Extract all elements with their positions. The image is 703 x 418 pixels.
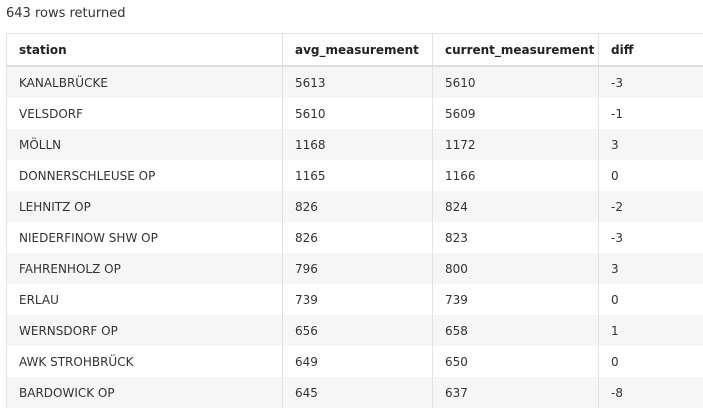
table-row: AWK STROHBRÜCK 649 650 0: [6, 346, 703, 377]
cell-diff: -3: [598, 222, 703, 253]
cell-diff: 0: [598, 346, 703, 377]
cell-avg-measurement: 1165: [282, 160, 433, 191]
cell-avg-measurement: 796: [282, 253, 433, 284]
cell-avg-measurement: 826: [282, 222, 433, 253]
cell-station: BARDOWICK OP: [6, 377, 283, 408]
cell-current-measurement: 658: [432, 315, 599, 346]
cell-station: KANALBRÜCKE: [6, 66, 283, 98]
column-header-avg-measurement[interactable]: avg_measurement: [282, 33, 433, 67]
cell-current-measurement: 5610: [432, 66, 599, 98]
cell-station: LEHNITZ OP: [6, 191, 283, 222]
cell-current-measurement: 5609: [432, 98, 599, 129]
table-header: station avg_measurement current_measuremen…: [6, 33, 703, 67]
cell-station: AWK STROHBRÜCK: [6, 346, 283, 377]
cell-station: MÖLLN: [6, 129, 283, 160]
cell-station: ERLAU: [6, 284, 283, 315]
table-row: KANALBRÜCKE 5613 5610 -3: [6, 66, 703, 98]
cell-avg-measurement: 645: [282, 377, 433, 408]
cell-avg-measurement: 739: [282, 284, 433, 315]
cell-diff: 3: [598, 253, 703, 284]
cell-diff: -3: [598, 66, 703, 98]
results-table: station avg_measurement current_measuremen…: [6, 33, 703, 408]
cell-diff: 0: [598, 284, 703, 315]
cell-station: FAHRENHOLZ OP: [6, 253, 283, 284]
cell-avg-measurement: 5613: [282, 66, 433, 98]
cell-diff: 0: [598, 160, 703, 191]
cell-current-measurement: 824: [432, 191, 599, 222]
cell-station: WERNSDORF OP: [6, 315, 283, 346]
cell-current-measurement: 823: [432, 222, 599, 253]
cell-avg-measurement: 1168: [282, 129, 433, 160]
cell-avg-measurement: 5610: [282, 98, 433, 129]
table-row: DONNERSCHLEUSE OP 1165 1166 0: [6, 160, 703, 191]
column-header-station[interactable]: station: [6, 33, 283, 67]
cell-station: NIEDERFINOW SHW OP: [6, 222, 283, 253]
table-row: FAHRENHOLZ OP 796 800 3: [6, 253, 703, 284]
table-row: WERNSDORF OP 656 658 1: [6, 315, 703, 346]
cell-avg-measurement: 826: [282, 191, 433, 222]
cell-diff: -1: [598, 98, 703, 129]
table-row: BARDOWICK OP 645 637 -8: [6, 377, 703, 408]
cell-current-measurement: 1166: [432, 160, 599, 191]
cell-diff: -8: [598, 377, 703, 408]
column-header-diff[interactable]: diff: [598, 33, 703, 67]
cell-avg-measurement: 649: [282, 346, 433, 377]
cell-current-measurement: 739: [432, 284, 599, 315]
row-count: 643 rows returned: [6, 6, 126, 21]
cell-station: DONNERSCHLEUSE OP: [6, 160, 283, 191]
column-header-current-measurement[interactable]: current_measurement: [432, 33, 599, 67]
cell-current-measurement: 800: [432, 253, 599, 284]
cell-diff: 3: [598, 129, 703, 160]
table-row: ERLAU 739 739 0: [6, 284, 703, 315]
cell-avg-measurement: 656: [282, 315, 433, 346]
cell-diff: 1: [598, 315, 703, 346]
table-row: MÖLLN 1168 1172 3: [6, 129, 703, 160]
cell-station: VELSDORF: [6, 98, 283, 129]
table-row: NIEDERFINOW SHW OP 826 823 -3: [6, 222, 703, 253]
cell-current-measurement: 650: [432, 346, 599, 377]
table-row: VELSDORF 5610 5609 -1: [6, 98, 703, 129]
table-row: LEHNITZ OP 826 824 -2: [6, 191, 703, 222]
cell-diff: -2: [598, 191, 703, 222]
cell-current-measurement: 637: [432, 377, 599, 408]
cell-current-measurement: 1172: [432, 129, 599, 160]
